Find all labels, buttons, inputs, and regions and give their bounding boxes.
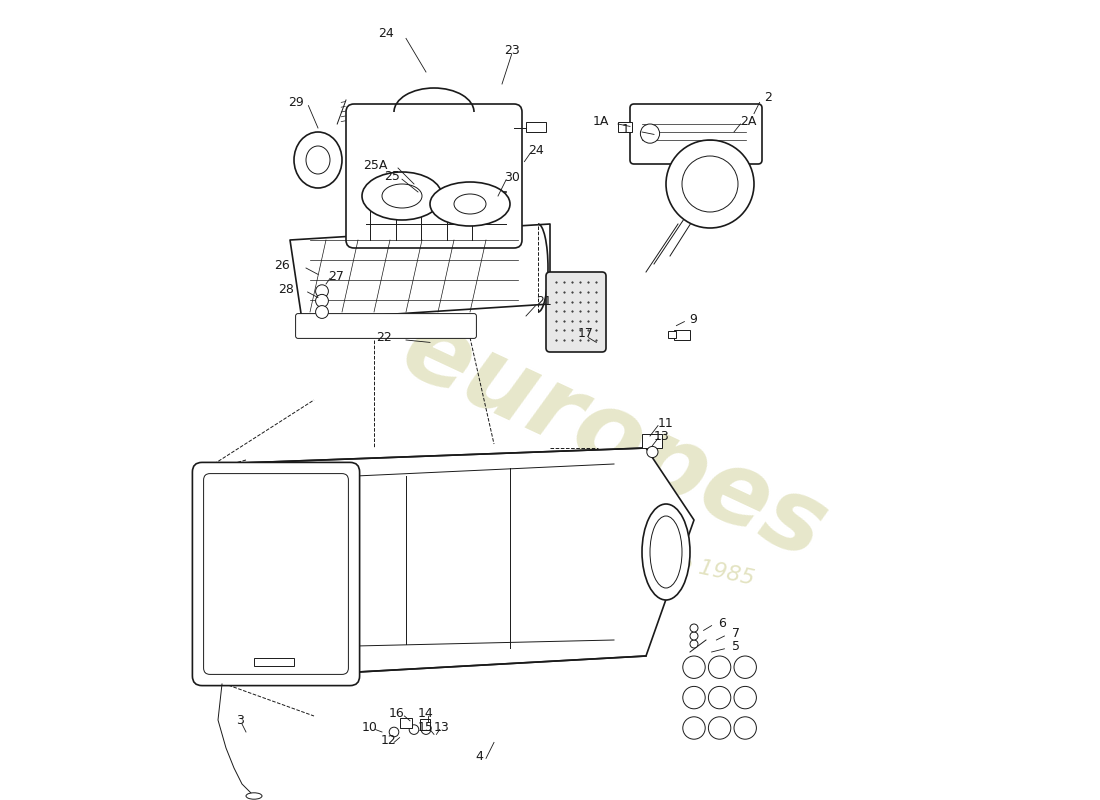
Circle shape [647, 446, 658, 458]
Circle shape [409, 725, 419, 734]
Circle shape [421, 725, 431, 734]
Circle shape [690, 632, 698, 640]
Text: 13: 13 [654, 430, 670, 442]
Circle shape [389, 727, 399, 737]
Text: 13: 13 [434, 721, 450, 734]
Polygon shape [290, 224, 550, 320]
Text: 24: 24 [528, 144, 543, 157]
Bar [642, 434, 662, 448]
Ellipse shape [454, 194, 486, 214]
Circle shape [734, 717, 757, 739]
Text: 4: 4 [475, 750, 484, 762]
Text: 9: 9 [690, 313, 697, 326]
Bar [669, 331, 676, 338]
Text: 6: 6 [718, 617, 726, 630]
Text: 2: 2 [763, 91, 771, 104]
Text: 16: 16 [388, 707, 405, 720]
Circle shape [690, 624, 698, 632]
FancyBboxPatch shape [346, 104, 522, 248]
Polygon shape [214, 448, 694, 680]
Ellipse shape [246, 793, 262, 799]
Text: 12: 12 [381, 734, 396, 746]
Text: 22: 22 [376, 331, 392, 344]
Text: 26: 26 [274, 259, 290, 272]
Text: 14: 14 [418, 707, 433, 720]
Text: a passion for parts since 1985: a passion for parts since 1985 [424, 499, 757, 589]
FancyBboxPatch shape [192, 462, 360, 686]
Text: 5: 5 [732, 640, 739, 653]
Text: 27: 27 [328, 270, 343, 282]
Circle shape [316, 294, 329, 307]
Circle shape [708, 656, 730, 678]
Text: 25A: 25A [363, 159, 388, 172]
Ellipse shape [642, 504, 690, 600]
Text: 25: 25 [384, 170, 399, 183]
Circle shape [690, 640, 698, 648]
Ellipse shape [650, 516, 682, 588]
Circle shape [683, 656, 705, 678]
Circle shape [316, 285, 329, 298]
Text: 21: 21 [536, 295, 551, 308]
Text: 24: 24 [378, 27, 394, 40]
Bar [254, 658, 294, 666]
Text: 15: 15 [418, 721, 433, 734]
Bar [526, 122, 546, 132]
Bar [420, 719, 430, 730]
Text: 17: 17 [579, 327, 594, 340]
FancyBboxPatch shape [296, 314, 476, 338]
Ellipse shape [306, 146, 330, 174]
Text: 1: 1 [623, 123, 630, 136]
Bar [399, 718, 411, 728]
Text: 28: 28 [278, 283, 294, 296]
Circle shape [708, 686, 730, 709]
FancyBboxPatch shape [546, 272, 606, 352]
FancyBboxPatch shape [630, 104, 762, 164]
Text: 7: 7 [732, 627, 739, 640]
Text: 30: 30 [504, 171, 519, 184]
Circle shape [682, 156, 738, 212]
Ellipse shape [382, 184, 422, 208]
Circle shape [683, 717, 705, 739]
Circle shape [683, 686, 705, 709]
Circle shape [666, 140, 754, 228]
Text: 23: 23 [504, 44, 519, 57]
Text: 2A: 2A [740, 115, 757, 128]
Bar [618, 122, 632, 132]
Circle shape [316, 306, 329, 318]
FancyBboxPatch shape [204, 474, 349, 674]
Circle shape [708, 717, 730, 739]
Text: 10: 10 [362, 721, 378, 734]
Text: 1A: 1A [592, 115, 608, 128]
Ellipse shape [362, 172, 442, 220]
Circle shape [640, 124, 660, 143]
Circle shape [734, 656, 757, 678]
Text: 11: 11 [658, 417, 674, 430]
Ellipse shape [430, 182, 510, 226]
Text: 3: 3 [235, 714, 243, 726]
Text: europes: europes [387, 300, 842, 580]
Bar [674, 330, 690, 340]
Ellipse shape [294, 132, 342, 188]
Circle shape [734, 686, 757, 709]
Text: 29: 29 [288, 96, 304, 109]
